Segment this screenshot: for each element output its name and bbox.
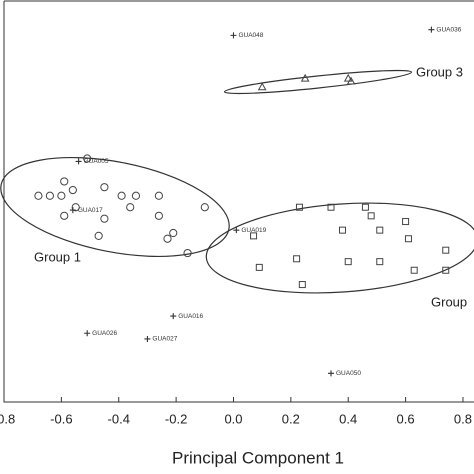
x-tick-label: -0.2 — [165, 411, 187, 426]
point — [230, 32, 237, 39]
group-1-ellipse — [0, 156, 230, 258]
x-tick-label: -0.6 — [50, 411, 72, 426]
point — [169, 228, 178, 238]
point — [293, 255, 301, 263]
point — [376, 258, 384, 266]
point — [404, 235, 412, 243]
point — [402, 218, 410, 226]
point-label: GUA050 — [336, 370, 361, 377]
point — [233, 227, 240, 234]
point — [298, 281, 306, 289]
annotation: Group 3 — [416, 64, 463, 79]
point — [60, 177, 69, 186]
annotation: Group — [431, 294, 467, 309]
point — [154, 211, 163, 220]
x-axis-title: Principal Component 1 — [172, 448, 344, 467]
group-3-ellipse — [223, 69, 413, 95]
group-2-ellipse — [205, 202, 474, 294]
point — [100, 214, 109, 223]
point — [410, 266, 418, 274]
point — [361, 203, 369, 211]
point — [250, 232, 258, 240]
point — [84, 330, 91, 337]
point — [442, 246, 450, 254]
point-label: GUA026 — [92, 330, 117, 337]
point-label: GUA048 — [238, 32, 263, 39]
point — [338, 226, 346, 234]
x-tick-label: 0.4 — [339, 411, 357, 426]
point — [200, 203, 209, 212]
point — [131, 191, 141, 200]
point — [376, 226, 384, 234]
point — [257, 82, 267, 91]
point — [170, 313, 177, 320]
x-tick-label: 0.0 — [224, 411, 242, 426]
point — [295, 203, 303, 211]
point — [327, 203, 335, 211]
point — [154, 191, 163, 200]
point-label: GUA017 — [78, 207, 103, 214]
x-tick-label: 0.6 — [397, 411, 415, 426]
point-label: GUA027 — [152, 336, 177, 343]
x-tick-label: 0.2 — [282, 411, 300, 426]
point — [163, 234, 172, 243]
point — [117, 191, 126, 200]
x-tick-label: -0.4 — [108, 411, 130, 426]
point — [34, 191, 43, 200]
point — [100, 183, 109, 192]
point-label: GUA016 — [178, 313, 203, 320]
point — [367, 212, 375, 220]
point — [83, 154, 92, 163]
point — [328, 370, 335, 377]
point — [183, 248, 192, 258]
point — [442, 266, 450, 274]
point — [94, 231, 103, 240]
point — [71, 203, 80, 212]
point — [68, 185, 77, 195]
x-tick-label: 0.8 — [454, 411, 472, 426]
point-label: GUA005 — [84, 158, 109, 165]
point — [126, 203, 135, 212]
point — [45, 191, 54, 200]
point — [60, 211, 69, 220]
point — [255, 263, 263, 271]
annotation: Group 1 — [34, 249, 81, 264]
point — [69, 207, 76, 214]
point — [428, 26, 435, 33]
point-label: GUA036 — [436, 26, 461, 33]
point — [344, 258, 352, 266]
point — [75, 158, 82, 165]
point — [343, 73, 353, 82]
point — [346, 76, 356, 85]
x-tick-label: -0.8 — [0, 411, 15, 426]
point — [144, 335, 151, 342]
point-label: GUA019 — [241, 227, 266, 234]
point — [300, 73, 310, 82]
point — [57, 191, 66, 200]
